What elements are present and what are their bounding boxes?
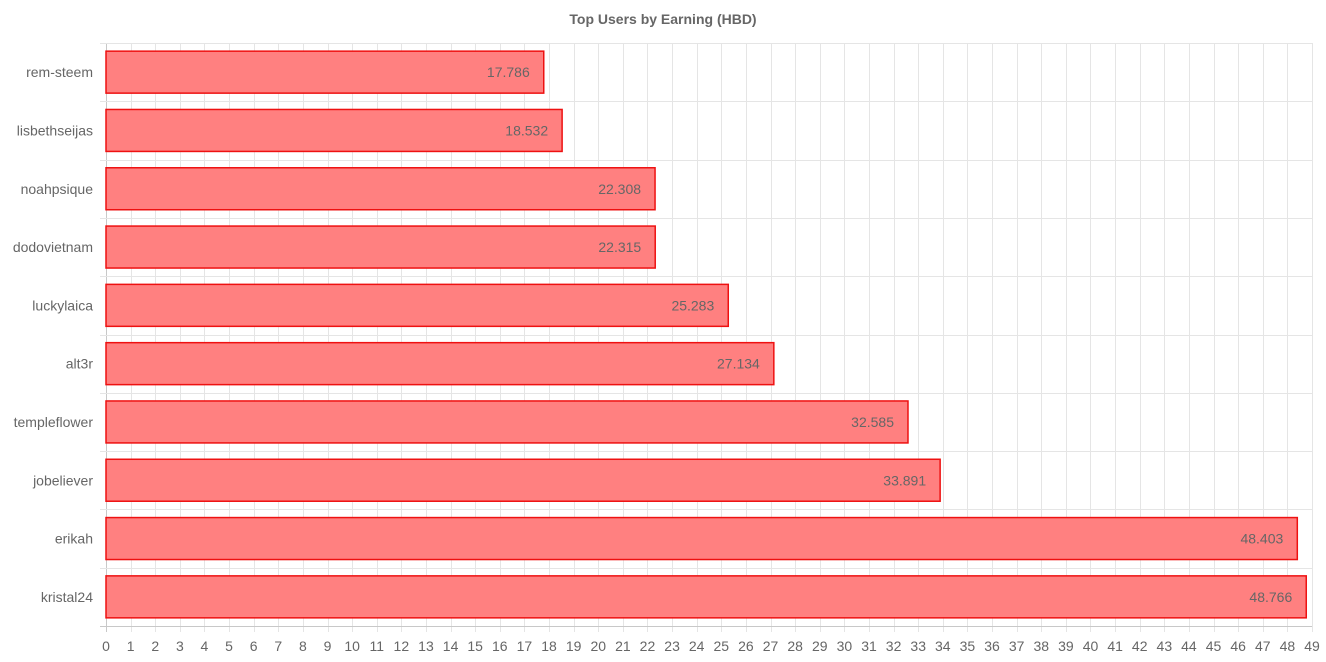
category-label: lisbethseijas xyxy=(17,122,93,138)
x-tick-label: 17 xyxy=(517,638,533,654)
category-label: alt3r xyxy=(66,356,94,372)
x-tick-label: 7 xyxy=(274,638,282,654)
x-tick-label: 1 xyxy=(127,638,135,654)
x-tick-label: 35 xyxy=(960,638,976,654)
x-tick-label: 3 xyxy=(176,638,184,654)
x-tick-label: 28 xyxy=(787,638,803,654)
x-tick-label: 22 xyxy=(640,638,656,654)
category-label: jobeliever xyxy=(32,472,93,488)
x-tick-label: 34 xyxy=(935,638,951,654)
bar-lisbethseijas xyxy=(105,108,563,153)
x-tick-label: 37 xyxy=(1009,638,1025,654)
x-tick-label: 13 xyxy=(418,638,434,654)
value-label: 22.308 xyxy=(598,181,641,197)
category-label: dodovietnam xyxy=(13,239,93,255)
value-label: 27.134 xyxy=(717,356,760,372)
bar-dodovietnam xyxy=(105,225,656,269)
category-label: noahpsique xyxy=(21,181,94,197)
x-tick-label: 26 xyxy=(738,638,754,654)
x-tick-label: 43 xyxy=(1157,638,1173,654)
x-tick-label: 24 xyxy=(689,638,705,654)
x-tick-label: 14 xyxy=(443,638,459,654)
x-tick-label: 45 xyxy=(1206,638,1222,654)
x-tick-label: 39 xyxy=(1058,638,1074,654)
category-label: rem-steem xyxy=(26,64,93,80)
x-tick-label: 46 xyxy=(1230,638,1246,654)
category-label: kristal24 xyxy=(41,589,93,605)
value-label: 18.532 xyxy=(505,122,548,138)
x-tick-label: 12 xyxy=(394,638,410,654)
value-label: 32.585 xyxy=(851,414,894,430)
bar-rem-steem xyxy=(105,50,545,94)
x-tick-label: 31 xyxy=(861,638,877,654)
x-tick-label: 41 xyxy=(1107,638,1123,654)
x-tick-label: 8 xyxy=(299,638,307,654)
x-tick-label: 25 xyxy=(714,638,730,654)
x-tick-label: 48 xyxy=(1280,638,1296,654)
x-tick-label: 9 xyxy=(324,638,332,654)
x-tick-label: 38 xyxy=(1033,638,1049,654)
value-label: 48.766 xyxy=(1249,589,1292,605)
x-tick-label: 42 xyxy=(1132,638,1148,654)
bar-alt3r xyxy=(105,341,775,386)
x-tick-label: 15 xyxy=(467,638,483,654)
value-label: 17.786 xyxy=(487,64,530,80)
x-tick-label: 16 xyxy=(492,638,508,654)
bar-noahpsique xyxy=(105,167,656,211)
x-tick-label: 21 xyxy=(615,638,631,654)
x-tick-label: 40 xyxy=(1083,638,1099,654)
x-tick-label: 20 xyxy=(590,638,606,654)
x-tick-label: 23 xyxy=(664,638,680,654)
chart-title: Top Users by Earning (HBD) xyxy=(569,11,757,27)
x-tick-label: 49 xyxy=(1304,638,1320,654)
category-label: luckylaica xyxy=(32,297,93,313)
bar-luckylaica xyxy=(105,283,730,328)
x-tick-label: 36 xyxy=(984,638,1000,654)
bars xyxy=(105,50,1307,619)
category-label: templeflower xyxy=(14,414,94,430)
category-label: erikah xyxy=(55,531,93,547)
x-tick-label: 44 xyxy=(1181,638,1197,654)
x-tick-label: 0 xyxy=(102,638,110,654)
bar-jobeliever xyxy=(105,458,941,502)
x-tick-label: 2 xyxy=(151,638,159,654)
x-tick-label: 47 xyxy=(1255,638,1271,654)
x-tick-label: 33 xyxy=(910,638,926,654)
x-tick-label: 4 xyxy=(201,638,209,654)
labels: 0 1 2 3 4 5 6 7 8 9 10 11 12 13 14 15 16 17 18 19 20 21 22 23 24… xyxy=(13,64,1320,654)
x-tick-label: 5 xyxy=(225,638,233,654)
x-tick-label: 29 xyxy=(812,638,828,654)
bar-erikah xyxy=(105,516,1299,561)
x-tick-label: 19 xyxy=(566,638,582,654)
bar-kristal24 xyxy=(105,575,1307,619)
x-tick-label: 30 xyxy=(837,638,853,654)
x-tick-label: 6 xyxy=(250,638,258,654)
x-tick-label: 11 xyxy=(369,638,384,654)
value-label: 48.403 xyxy=(1240,531,1283,547)
x-tick-label: 18 xyxy=(541,638,557,654)
value-label: 25.283 xyxy=(671,297,714,313)
x-tick-label: 32 xyxy=(886,638,902,654)
value-label: 22.315 xyxy=(598,239,641,255)
x-tick-label: 27 xyxy=(763,638,779,654)
x-tick-label: 10 xyxy=(344,638,360,654)
value-label: 33.891 xyxy=(883,472,926,488)
bar-templeflower xyxy=(105,400,909,444)
